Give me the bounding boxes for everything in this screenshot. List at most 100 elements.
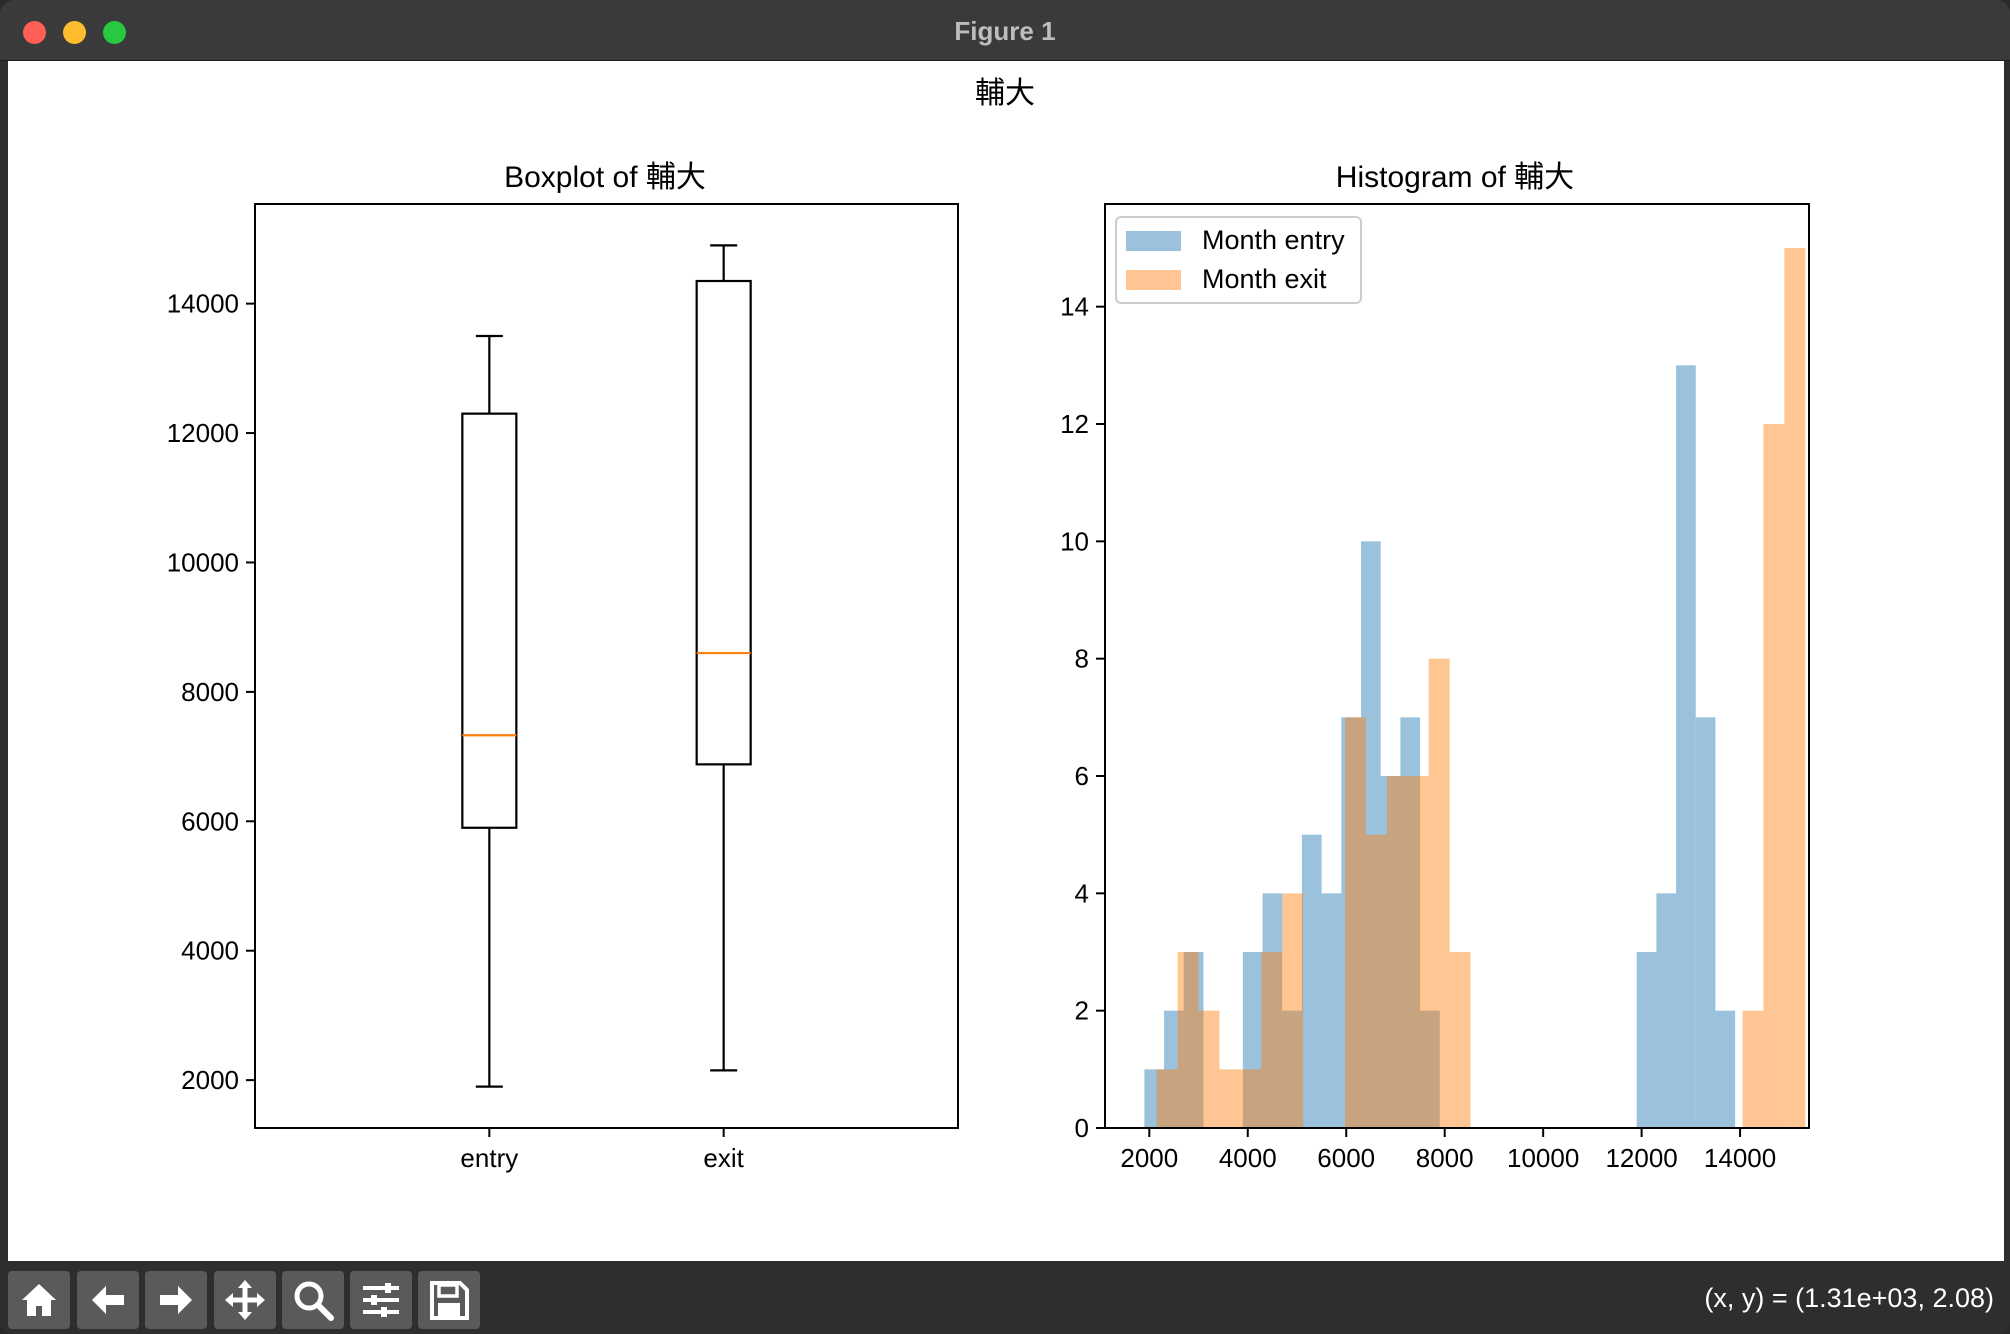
histogram-bar [1345,717,1366,1128]
window-title: Figure 1 [954,16,1056,46]
histogram-xtick-label: 6000 [1317,1143,1375,1173]
title-bar: Figure 1 [0,0,2010,61]
histogram-xtick-label: 2000 [1120,1143,1178,1173]
histogram-bar [1400,717,1421,1128]
histogram-xtick-label: 12000 [1605,1143,1677,1173]
histogram-bar [1341,717,1361,1128]
toolbar: (x, y) = (1.31e+03, 2.08) [0,1261,2010,1334]
back-arrow-icon [92,1286,124,1314]
figure-suptitle: 輔大 [975,77,1035,110]
histogram-xtick-label: 10000 [1507,1143,1579,1173]
histogram-bar [1282,1010,1302,1128]
histogram-series-1 [1156,248,1806,1128]
histogram-bar [1144,1069,1165,1128]
figure-svg: 輔大 Boxplot of 輔大 2000 4000 6000 8000 10000 12… [167,77,1810,1173]
box-entry [461,334,518,1088]
maximize-button[interactable] [103,21,126,44]
histogram-bar [1742,1010,1764,1128]
legend-swatch-entry [1126,231,1181,251]
histogram-bar [1261,952,1283,1128]
save-icon [430,1281,469,1320]
legend-frame [1115,216,1362,304]
histogram-bar [1219,1069,1241,1128]
pan-icon [225,1280,265,1320]
forward-arrow-icon [160,1286,192,1314]
pan-button[interactable] [214,1271,276,1329]
histogram-bar [1784,248,1806,1128]
save-button[interactable] [418,1271,480,1329]
histogram-ytick-label: 8 [1075,644,1089,674]
histogram-bar [1198,1010,1220,1128]
histogram-bar [1164,1010,1184,1128]
histogram-bar [1183,952,1204,1128]
boxplot-title: Boxplot of 輔大 [504,161,706,194]
histogram-title: Histogram of 輔大 [1336,161,1574,194]
histogram-ytick-label: 4 [1075,878,1089,908]
figure-canvas[interactable]: 輔大 Boxplot of 輔大 2000 4000 6000 8000 10000 12… [8,61,2004,1261]
histogram-bar [1361,541,1381,1128]
subplots-config-icon [363,1283,399,1317]
histogram-bar [1380,776,1401,1128]
home-button[interactable] [8,1271,70,1329]
histogram-bar [1407,776,1429,1128]
legend-label-entry: Month entry [1202,225,1345,255]
histogram-xtick-label: 4000 [1219,1143,1277,1173]
histogram-bar [1156,1069,1178,1128]
histogram-bar [1321,893,1342,1128]
histogram-ytick-label: 12 [1060,409,1089,439]
histogram-ytick-label: 6 [1075,761,1089,791]
iqr-box [695,279,752,766]
histogram-bar [1262,893,1283,1128]
histogram-bar [1449,952,1471,1128]
boxplot-ytick-label: 12000 [167,418,239,448]
boxplot-ytick-label: 14000 [167,289,239,319]
boxplot-ytick-label: 10000 [167,547,239,577]
box-exit [695,244,752,1072]
histogram-bar [1177,952,1199,1128]
histogram-ytick-label: 10 [1060,526,1089,556]
boxplot-xtick-label: exit [703,1143,744,1173]
configure-subplots-button[interactable] [350,1271,412,1329]
histogram-ytick-label: 0 [1075,1113,1089,1143]
histogram-bar [1242,952,1263,1128]
histogram-bar [1386,776,1408,1128]
histogram-xtick-label: 8000 [1416,1143,1474,1173]
histogram-bar [1676,365,1696,1128]
cursor-coordinates: (x, y) = (1.31e+03, 2.08) [1704,1283,1994,1313]
iqr-box [461,412,518,829]
boxplot-ytick-label: 4000 [181,936,239,966]
legend-swatch-exit [1126,270,1181,290]
histogram-frame [1104,203,1810,1129]
forward-button[interactable] [145,1271,207,1329]
histogram-bar [1365,834,1387,1128]
close-button[interactable] [23,21,46,44]
histogram-bar [1636,952,1657,1128]
histogram-legend: Month entry Month exit [1115,216,1362,304]
histogram-bar [1763,424,1785,1128]
home-icon [22,1284,56,1316]
legend-label-exit: Month exit [1202,264,1327,294]
boxplot-frame [254,203,959,1129]
zoom-button[interactable] [282,1271,344,1329]
histogram-bar [1428,658,1450,1128]
back-button[interactable] [77,1271,139,1329]
histogram-ytick-label: 2 [1075,996,1089,1026]
histogram-bar [1695,717,1716,1128]
histogram-xtick-label: 14000 [1704,1143,1776,1173]
boxplot-ytick-label: 2000 [181,1065,239,1095]
zoom-icon [294,1281,334,1321]
minimize-button[interactable] [63,21,86,44]
histogram-axes: Histogram of 輔大 2000 4000 6000 8000 10000 120… [1060,161,1810,1173]
histogram-series-0 [1144,365,1736,1128]
boxplot-ytick-label: 6000 [181,806,239,836]
histogram-bar [1282,893,1304,1128]
boxplot-xtick-label: entry [460,1143,518,1173]
boxplot-axes: Boxplot of 輔大 2000 4000 6000 8000 10000 12000… [167,161,959,1173]
histogram-bar [1656,893,1677,1128]
histogram-bar [1240,1069,1262,1128]
histogram-bar [1715,1010,1736,1128]
boxplot-ytick-label: 8000 [181,677,239,707]
histogram-bar [1420,1010,1440,1128]
histogram-ytick-label: 14 [1060,292,1089,322]
